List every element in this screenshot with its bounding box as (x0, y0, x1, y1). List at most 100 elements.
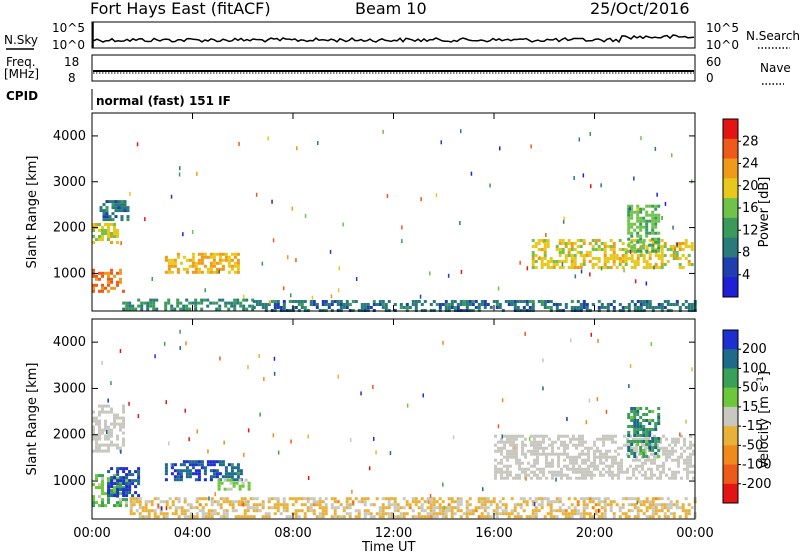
power-speck (634, 279, 637, 284)
velocity-cell (188, 469, 192, 473)
velocity-cell (185, 472, 189, 476)
velocity-cell (630, 452, 634, 455)
power-cell (639, 225, 643, 229)
power-cell (681, 248, 685, 251)
power-cell (582, 257, 586, 260)
velocity-cell (690, 506, 694, 510)
velocity-cell (633, 428, 637, 431)
power-speck (296, 146, 298, 151)
velocity-cell (645, 506, 649, 510)
power-cell (312, 303, 316, 306)
velocity-scatter-region (92, 404, 125, 453)
power-speck (304, 214, 307, 218)
power-cell (606, 260, 610, 263)
velocity-cell (465, 515, 469, 519)
velocity-cell (122, 479, 126, 483)
power-speck (435, 193, 438, 198)
velocity-cell (95, 443, 98, 447)
velocity-cell (636, 440, 640, 443)
velocity-cell (692, 476, 695, 480)
power-cell (176, 304, 180, 308)
velocity-cell (581, 434, 584, 438)
velocity-cell (92, 431, 95, 435)
power-cell (107, 235, 110, 238)
power-cell (119, 277, 122, 281)
power-cell (107, 232, 110, 235)
velocity-cell (603, 512, 607, 516)
velocity-cell (605, 434, 608, 438)
power-cell (633, 263, 637, 266)
velocity-cell (513, 506, 517, 510)
velocity-cell (647, 455, 650, 459)
velocity-cell (662, 467, 665, 471)
velocity-cell (542, 473, 545, 477)
power-cell (645, 248, 649, 251)
velocity-cell (645, 509, 649, 513)
velocity-cell (663, 515, 667, 519)
velocity-cell (282, 500, 286, 504)
power-cell (300, 303, 304, 306)
power-cell (612, 251, 616, 254)
velocity-cell (546, 512, 550, 516)
power-cell (612, 263, 616, 266)
velocity-cell (524, 467, 527, 471)
power-cell (465, 306, 469, 309)
power-cell (552, 263, 556, 266)
power-cell (564, 245, 568, 248)
power-speck (329, 249, 332, 254)
velocity-cell (575, 446, 578, 450)
power-cell (110, 223, 113, 226)
velocity-cell (518, 473, 521, 477)
power-cell (558, 254, 562, 257)
power-cell (627, 207, 631, 211)
velocity-cell (689, 434, 692, 438)
velocity-cell (381, 506, 385, 510)
velocity-colorbar-cell (723, 330, 738, 350)
velocity-cell (224, 472, 228, 476)
velocity-cell (92, 449, 95, 453)
power-cell (98, 238, 101, 241)
velocity-cell (590, 473, 593, 477)
power-cell (498, 306, 502, 309)
velocity-cell (534, 500, 538, 504)
power-cell (179, 301, 183, 305)
power-cell (657, 303, 661, 306)
velocity-cell (593, 458, 596, 462)
power-ytick-label: 1000 (53, 266, 86, 281)
power-cell (639, 240, 643, 244)
velocity-cell (621, 512, 625, 516)
velocity-cell (236, 478, 240, 482)
power-cell (603, 248, 607, 251)
power-cell (251, 304, 255, 308)
velocity-cell (132, 512, 136, 516)
velocity-cell (662, 449, 665, 453)
power-cell (576, 245, 580, 248)
velocity-cell (252, 503, 256, 507)
velocity-cell (575, 467, 578, 471)
velocity-cell (539, 467, 542, 471)
velocity-cell (692, 449, 695, 453)
velocity-cell (264, 515, 268, 519)
velocity-cell (560, 440, 563, 444)
velocity-cell (596, 437, 599, 441)
velocity-cell (261, 515, 265, 519)
velocity-cell (104, 492, 107, 496)
power-cell (107, 223, 110, 226)
velocity-cell (665, 455, 668, 459)
velocity-speck (157, 503, 160, 508)
power-cell (116, 280, 119, 284)
velocity-cell (150, 500, 154, 504)
velocity-cell (504, 512, 508, 516)
velocity-cell (627, 431, 631, 434)
velocity-cell (147, 509, 151, 513)
velocity-cell (525, 503, 529, 507)
velocity-speck (247, 365, 249, 370)
power-cell (483, 300, 487, 303)
velocity-cell (522, 509, 526, 513)
power-speck (282, 286, 285, 291)
xtick-label: 16:00 (475, 526, 512, 541)
velocity-ytick-label: 3000 (53, 381, 86, 396)
power-cell (108, 200, 112, 204)
power-cell (111, 200, 115, 204)
